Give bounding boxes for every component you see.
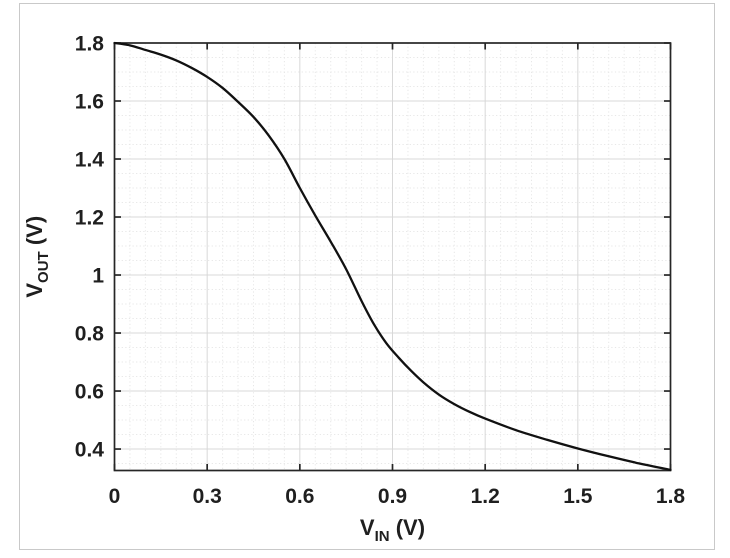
plot-box-border [113,42,672,472]
figure-frame [19,3,715,550]
y-tick-label: 0.8 [75,323,105,346]
x-tick-label: 1.2 [471,485,500,508]
y-tick-label: 0.4 [75,439,105,462]
y-tick-label: 1.6 [75,91,104,114]
y-tick-label: 1.8 [75,33,105,56]
y-axis-label: VOUT (V) [22,216,52,298]
x-tick-label: 0.3 [193,485,222,508]
x-tick-label: 1.5 [563,485,593,508]
y-tick-label: 1 [92,265,104,288]
y-tick-label: 1.2 [75,207,104,230]
x-axis-label: VIN (V) [360,515,425,545]
x-tick-label: 1.8 [656,485,686,508]
y-tick-label: 0.6 [75,381,104,404]
x-tick-label: 0 [109,485,121,508]
y-tick-label: 1.4 [75,149,105,172]
vtc-curve [113,41,672,472]
x-tick-label: 0.9 [378,485,407,508]
x-tick-label: 0.6 [285,485,314,508]
